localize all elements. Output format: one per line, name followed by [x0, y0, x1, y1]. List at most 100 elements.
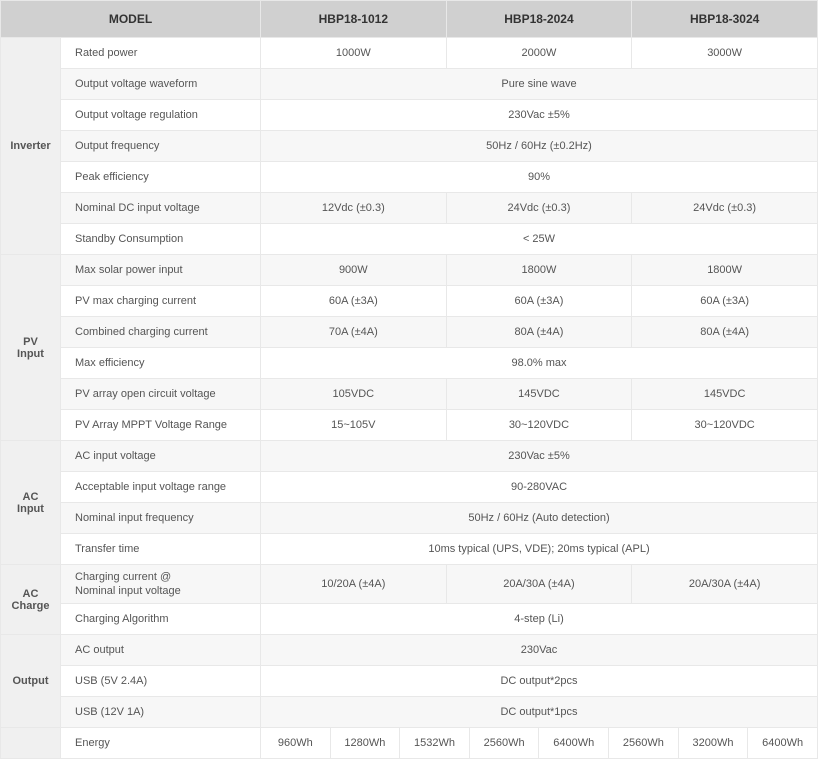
param-label: PV Array MPPT Voltage Range — [61, 410, 261, 441]
param-label: AC input voltage — [61, 441, 261, 472]
value-cell: 900W — [261, 255, 447, 286]
param-label: PV max charging current — [61, 286, 261, 317]
value-cell: 10ms typical (UPS, VDE); 20ms typical (A… — [261, 534, 818, 565]
value-cell: < 25W — [261, 224, 818, 255]
value-cell: Pure sine wave — [261, 69, 818, 100]
value-cell: 50Hz / 60Hz (Auto detection) — [261, 503, 818, 534]
table-row: Transfer time10ms typical (UPS, VDE); 20… — [1, 534, 818, 565]
value-cell: 6400Wh — [748, 728, 818, 759]
value-cell: 2560Wh — [469, 728, 539, 759]
value-cell: 1280Wh — [330, 728, 400, 759]
value-cell: 230Vac ±5% — [261, 441, 818, 472]
value-cell: 80A (±4A) — [632, 317, 818, 348]
value-cell: 80A (±4A) — [446, 317, 632, 348]
value-cell: 24Vdc (±0.3) — [632, 193, 818, 224]
table-body: InverterRated power1000W2000W3000WOutput… — [1, 38, 818, 759]
table-row: Max efficiency98.0% max — [1, 348, 818, 379]
param-label: AC output — [61, 635, 261, 666]
table-row: PVInputMax solar power input900W1800W180… — [1, 255, 818, 286]
header-model-2: HBP18-3024 — [632, 1, 818, 38]
value-cell: 1800W — [446, 255, 632, 286]
table-row: PV max charging current60A (±3A)60A (±3A… — [1, 286, 818, 317]
table-row: ACInputAC input voltage230Vac ±5% — [1, 441, 818, 472]
param-label: Max solar power input — [61, 255, 261, 286]
param-label: Energy — [61, 728, 261, 759]
header-row: MODEL HBP18-1012 HBP18-2024 HBP18-3024 — [1, 1, 818, 38]
table-row: Peak efficiency90% — [1, 162, 818, 193]
value-cell: 6400Wh — [539, 728, 609, 759]
value-cell: 3200Wh — [678, 728, 748, 759]
table-row: OutputAC output230Vac — [1, 635, 818, 666]
header-model-1: HBP18-2024 — [446, 1, 632, 38]
table-row: USB (5V 2.4A)DC output*2pcs — [1, 666, 818, 697]
param-label: Standby Consumption — [61, 224, 261, 255]
value-cell: 90% — [261, 162, 818, 193]
section-label: Output — [1, 635, 61, 728]
value-cell: 105VDC — [261, 379, 447, 410]
value-cell: DC output*2pcs — [261, 666, 818, 697]
value-cell: 2000W — [446, 38, 632, 69]
value-cell: 30~120VDC — [632, 410, 818, 441]
spec-table: MODEL HBP18-1012 HBP18-2024 HBP18-3024 I… — [0, 0, 818, 759]
table-row: Output voltage regulation230Vac ±5% — [1, 100, 818, 131]
section-label: ACInput — [1, 441, 61, 565]
value-cell: 230Vac — [261, 635, 818, 666]
table-row: Output frequency50Hz / 60Hz (±0.2Hz) — [1, 131, 818, 162]
table-row: Charging Algorithm4-step (Li) — [1, 604, 818, 635]
param-label: Max efficiency — [61, 348, 261, 379]
param-label: Acceptable input voltage range — [61, 472, 261, 503]
table-row: Output voltage waveformPure sine wave — [1, 69, 818, 100]
param-label: Charging current @Nominal input voltage — [61, 565, 261, 604]
param-label: PV array open circuit voltage — [61, 379, 261, 410]
table-row: Standby Consumption< 25W — [1, 224, 818, 255]
value-cell: 12Vdc (±0.3) — [261, 193, 447, 224]
value-cell: 230Vac ±5% — [261, 100, 818, 131]
param-label: Transfer time — [61, 534, 261, 565]
table-row: ACChargeCharging current @Nominal input … — [1, 565, 818, 604]
param-label: Nominal DC input voltage — [61, 193, 261, 224]
table-row: Nominal input frequency50Hz / 60Hz (Auto… — [1, 503, 818, 534]
param-label: Charging Algorithm — [61, 604, 261, 635]
value-cell: 960Wh — [261, 728, 331, 759]
param-label: USB (12V 1A) — [61, 697, 261, 728]
header-model-label: MODEL — [1, 1, 261, 38]
value-cell: 1532Wh — [400, 728, 470, 759]
value-cell: 24Vdc (±0.3) — [446, 193, 632, 224]
table-row: InverterRated power1000W2000W3000W — [1, 38, 818, 69]
param-label: Peak efficiency — [61, 162, 261, 193]
value-cell: 98.0% max — [261, 348, 818, 379]
param-label: Output frequency — [61, 131, 261, 162]
value-cell: 60A (±3A) — [632, 286, 818, 317]
param-label: Output voltage waveform — [61, 69, 261, 100]
param-label: Rated power — [61, 38, 261, 69]
table-row: PV Array MPPT Voltage Range15~105V30~120… — [1, 410, 818, 441]
param-label: Nominal input frequency — [61, 503, 261, 534]
table-row: Nominal DC input voltage12Vdc (±0.3)24Vd… — [1, 193, 818, 224]
value-cell: 90-280VAC — [261, 472, 818, 503]
value-cell: 70A (±4A) — [261, 317, 447, 348]
value-cell: 60A (±3A) — [261, 286, 447, 317]
value-cell: 145VDC — [632, 379, 818, 410]
value-cell: 60A (±3A) — [446, 286, 632, 317]
table-row: PV array open circuit voltage105VDC145VD… — [1, 379, 818, 410]
value-cell: 145VDC — [446, 379, 632, 410]
table-row: USB (12V 1A)DC output*1pcs — [1, 697, 818, 728]
table-row: Combined charging current70A (±4A)80A (±… — [1, 317, 818, 348]
header-model-0: HBP18-1012 — [261, 1, 447, 38]
value-cell: 1800W — [632, 255, 818, 286]
value-cell: 10/20A (±4A) — [261, 565, 447, 604]
value-cell: 15~105V — [261, 410, 447, 441]
value-cell: 1000W — [261, 38, 447, 69]
value-cell: 30~120VDC — [446, 410, 632, 441]
table-row: Acceptable input voltage range90-280VAC — [1, 472, 818, 503]
section-label: Inverter — [1, 38, 61, 255]
value-cell: 3000W — [632, 38, 818, 69]
value-cell: 20A/30A (±4A) — [632, 565, 818, 604]
value-cell: 4-step (Li) — [261, 604, 818, 635]
param-label: Combined charging current — [61, 317, 261, 348]
section-label: PVInput — [1, 255, 61, 441]
param-label: USB (5V 2.4A) — [61, 666, 261, 697]
value-cell: 50Hz / 60Hz (±0.2Hz) — [261, 131, 818, 162]
table-row: Energy960Wh1280Wh1532Wh2560Wh6400Wh2560W… — [1, 728, 818, 759]
value-cell: 20A/30A (±4A) — [446, 565, 632, 604]
